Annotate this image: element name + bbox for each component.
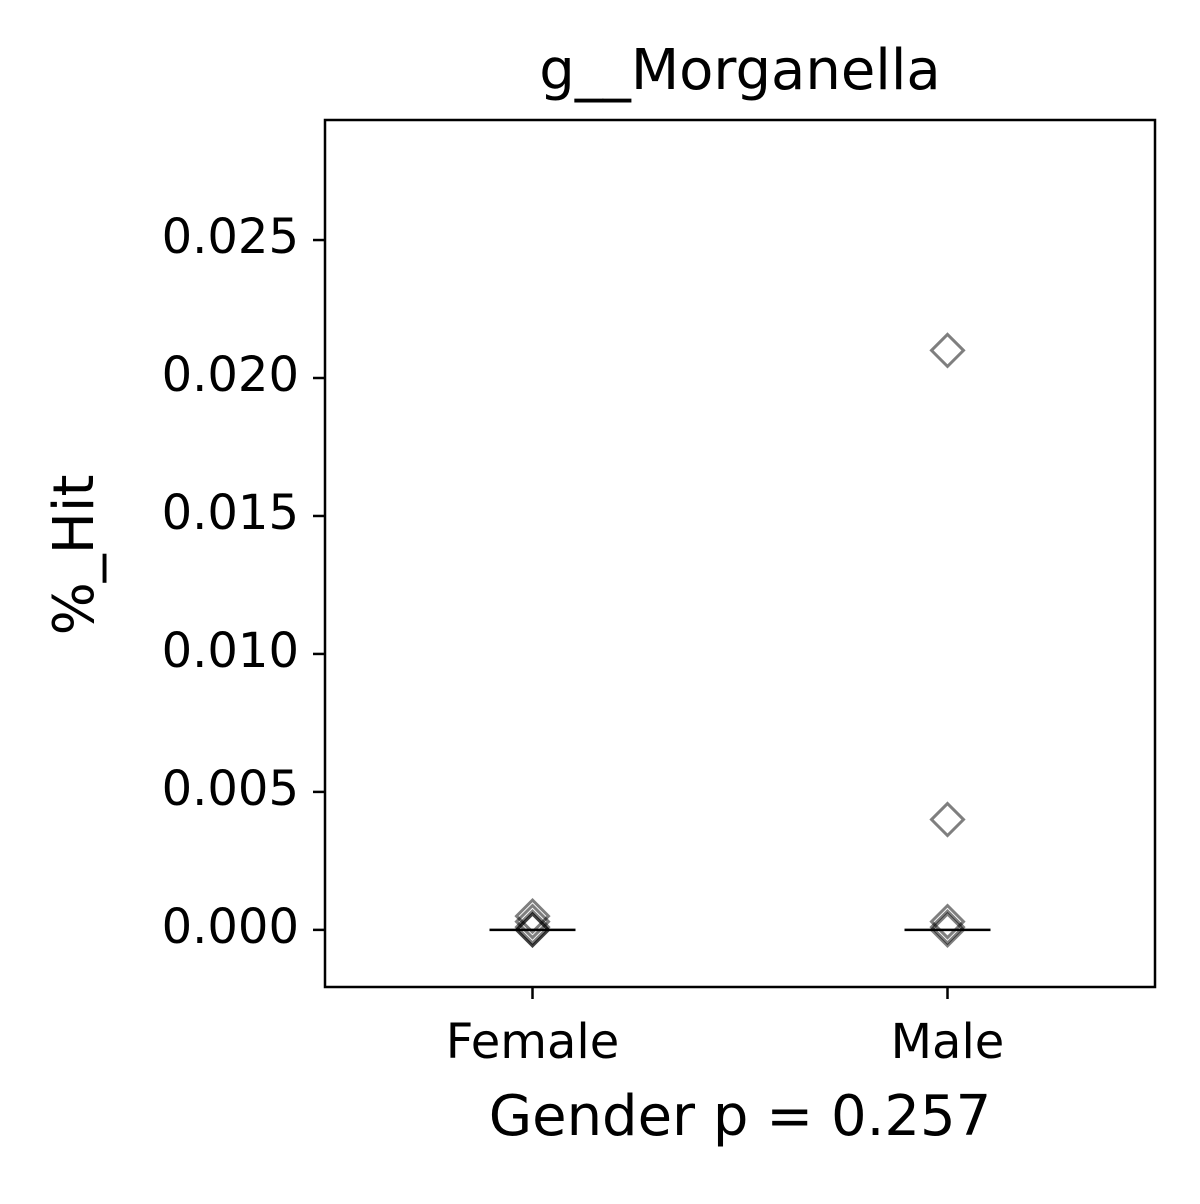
point	[514, 903, 551, 940]
y-tick-label: 0.020	[162, 347, 299, 403]
x-tick-label: Male	[891, 1014, 1005, 1070]
plot-frame	[323, 118, 1157, 989]
point	[929, 908, 966, 946]
y-axis-label: %_Hit	[42, 475, 107, 636]
x-axis-label: Gender p = 0.257	[489, 1084, 992, 1149]
y-tick-label: 0.025	[162, 209, 299, 265]
point	[929, 801, 966, 838]
point	[929, 903, 966, 940]
point	[929, 332, 966, 369]
point	[514, 908, 551, 946]
y-tick-label: 0.015	[162, 485, 299, 541]
x-tick-label: Female	[446, 1014, 620, 1070]
chart-title: g__Morganella	[539, 38, 940, 103]
y-tick-label: 0.005	[162, 761, 299, 817]
y-tick-label: 0.000	[162, 899, 299, 955]
point	[514, 897, 551, 935]
point	[929, 911, 966, 949]
point	[514, 911, 551, 949]
y-tick-label: 0.010	[162, 623, 299, 679]
